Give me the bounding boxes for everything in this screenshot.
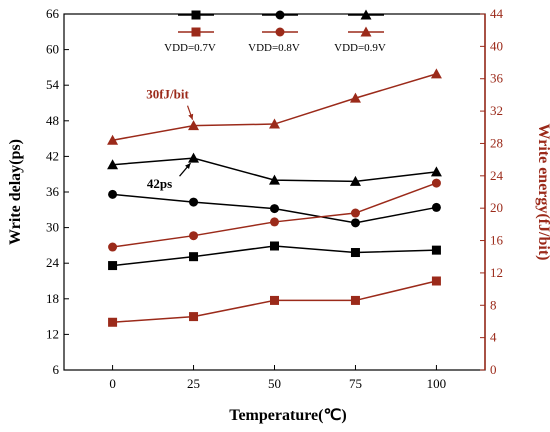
legend-sample-marker (275, 27, 285, 37)
left-tick-label: 66 (46, 6, 60, 21)
data-point (350, 208, 360, 218)
right-tick-label: 20 (490, 200, 503, 215)
x-tick-label: 25 (187, 376, 200, 391)
data-point (350, 248, 360, 258)
right-tick-label: 4 (490, 330, 497, 345)
data-point (349, 175, 361, 186)
data-point (430, 166, 442, 177)
series-3 (108, 276, 441, 327)
data-point (430, 68, 442, 79)
right-tick-label: 24 (490, 168, 504, 183)
data-point (188, 152, 200, 163)
annotations: 42ps 30fJ/bit (146, 87, 194, 191)
data-point (350, 218, 360, 228)
legend-sample-marker (275, 10, 285, 20)
data-point (108, 189, 118, 199)
right-tick-label: 36 (490, 71, 504, 86)
legend-sample-marker (191, 10, 201, 20)
annotation-arrowhead (185, 163, 191, 169)
data-point (189, 312, 199, 322)
annotation-label: 42ps (147, 176, 172, 191)
series-layer (107, 68, 442, 327)
left-tick-label: 6 (53, 362, 60, 377)
data-point (108, 242, 118, 252)
data-point (349, 92, 361, 103)
right-tick-label: 32 (490, 103, 503, 118)
data-point (270, 217, 279, 227)
data-point (350, 295, 360, 305)
x-tick-label: 0 (109, 376, 116, 391)
left-tick-label: 42 (46, 148, 59, 163)
right-axis-title: Write energy(fJ/bit) (535, 124, 550, 261)
data-point (431, 202, 441, 212)
series-2 (107, 152, 442, 186)
data-point (431, 245, 441, 255)
data-point (270, 241, 279, 251)
right-tick-label: 16 (490, 233, 504, 248)
data-point (270, 204, 279, 214)
legend-sample-marker (360, 26, 372, 37)
data-point (431, 178, 441, 188)
x-tick-label: 75 (349, 376, 362, 391)
left-tick-label: 30 (46, 220, 59, 235)
left-axis-ticks: 6 12 18 24 30 36 42 48 54 60 66 (46, 6, 69, 377)
annotation-label: 30fJ/bit (146, 87, 189, 102)
legend-sample-marker (191, 27, 201, 37)
left-tick-label: 48 (46, 113, 59, 128)
data-point (189, 252, 199, 262)
right-tick-label: 12 (490, 265, 503, 280)
right-tick-label: 0 (490, 362, 497, 377)
right-tick-label: 44 (490, 6, 504, 21)
series-0 (108, 241, 441, 271)
series-4 (108, 178, 441, 252)
data-point (108, 317, 118, 327)
x-tick-label: 100 (427, 376, 447, 391)
legend-sample-marker (360, 9, 372, 20)
annotation-arrowhead (188, 113, 194, 120)
data-point (270, 295, 279, 305)
legend: VDD=0.7V VDD=0.8V VDD=0.9V (164, 9, 386, 54)
left-tick-label: 54 (46, 77, 60, 92)
left-tick-label: 36 (46, 184, 60, 199)
right-tick-label: 28 (490, 135, 503, 150)
legend-label: VDD=0.9V (334, 42, 386, 54)
data-point (107, 134, 119, 145)
left-tick-label: 12 (46, 326, 59, 341)
series-1 (108, 189, 441, 228)
left-tick-label: 60 (46, 42, 59, 57)
data-point (269, 118, 280, 129)
x-axis-ticks: 0 25 50 75 100 (109, 365, 446, 391)
data-point (189, 231, 199, 241)
left-axis-title: Write delay(ps) (7, 139, 24, 245)
right-tick-label: 40 (490, 38, 503, 53)
series-5 (107, 68, 442, 145)
legend-label: VDD=0.8V (248, 42, 300, 54)
right-axis-ticks: 0 4 8 12 16 20 24 28 32 36 40 44 (480, 6, 504, 377)
data-point (189, 197, 199, 207)
left-tick-label: 24 (46, 255, 60, 270)
x-tick-label: 50 (268, 376, 281, 391)
data-point (431, 276, 441, 286)
right-tick-label: 8 (490, 297, 497, 312)
data-point (108, 261, 118, 271)
legend-label: VDD=0.7V (164, 42, 216, 54)
left-tick-label: 18 (46, 291, 59, 306)
data-point (269, 174, 280, 185)
data-point (188, 120, 200, 131)
data-point (107, 159, 119, 170)
x-axis-title: Temperature(℃) (229, 407, 347, 424)
